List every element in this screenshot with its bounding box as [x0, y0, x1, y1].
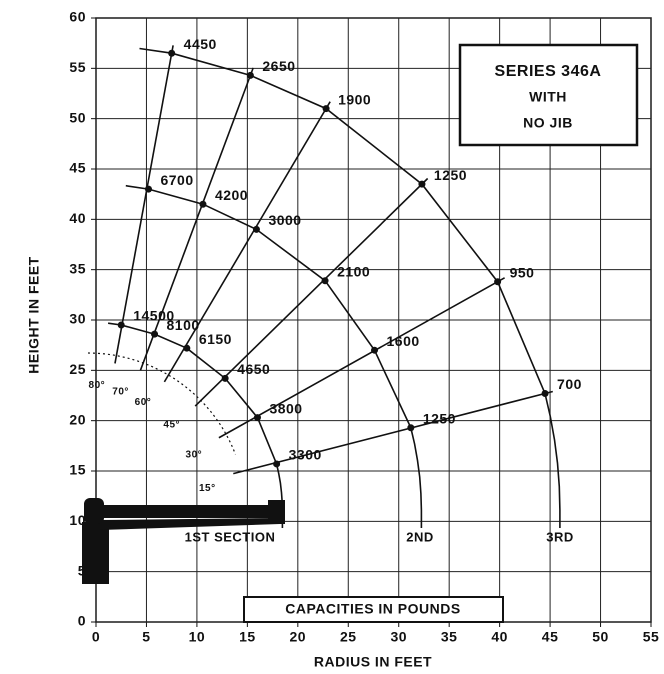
capacity-point	[252, 225, 260, 233]
marks	[87, 45, 561, 528]
chart-title: SERIES 346A	[495, 63, 602, 80]
title-box	[458, 43, 639, 147]
y-tick-label: 15	[69, 462, 86, 478]
angle-label: 45°	[163, 420, 180, 431]
y-tick-label: 25	[69, 361, 86, 377]
y-tick-label: 50	[69, 109, 86, 125]
x-tick-label: 35	[441, 629, 458, 645]
capacity-point	[246, 71, 254, 79]
capacity-point	[371, 346, 379, 354]
angle-label: 15°	[199, 483, 216, 494]
capacity-label: 8100	[167, 317, 200, 333]
capacity-label: 1250	[423, 410, 456, 426]
boom-angle-line	[233, 390, 553, 475]
y-axis-label: HEIGHT IN FEET	[26, 256, 42, 373]
y-tick-label: 30	[69, 311, 86, 327]
capacity-label: 1600	[387, 333, 420, 349]
boom-arc	[139, 47, 561, 528]
capacity-label: 2650	[262, 58, 295, 74]
y-tick-label: 45	[69, 160, 86, 176]
capacity-label: 4200	[215, 187, 248, 203]
y-tick-label: 5	[78, 562, 86, 578]
x-tick-label: 50	[592, 629, 609, 645]
y-tick-label: 10	[69, 512, 86, 528]
capacity-label: 1250	[434, 167, 467, 183]
x-tick-label: 20	[290, 629, 307, 645]
x-tick-label: 30	[390, 629, 407, 645]
boom-angle-line	[139, 67, 254, 371]
inner-arc	[87, 352, 237, 455]
capacity-point	[151, 330, 159, 338]
capacity-label: 950	[510, 264, 535, 280]
x-tick-label: 45	[542, 629, 559, 645]
capacity-label: 2100	[337, 263, 370, 279]
capacity-point	[221, 374, 229, 382]
capacity-point	[407, 424, 415, 432]
x-tick-label: 10	[189, 629, 206, 645]
capacity-point	[321, 277, 329, 285]
boom-angle-line	[218, 277, 505, 439]
angle-label: 60°	[135, 397, 152, 408]
capacity-point	[273, 460, 281, 468]
capacity-label: 3300	[289, 447, 322, 463]
capacity-point	[322, 105, 330, 113]
boom-angle-line	[163, 101, 331, 383]
capacity-point	[183, 344, 191, 352]
section-label: 2ND	[406, 529, 434, 544]
capacity-label: 3000	[268, 212, 301, 228]
crane-boom-tip	[268, 500, 285, 524]
capacity-point	[199, 200, 207, 208]
capacity-label: 6700	[160, 172, 193, 188]
boom-arc	[107, 322, 284, 528]
boom-angle-line	[114, 45, 174, 364]
angle-label: 80°	[89, 380, 106, 391]
x-tick-label: 5	[142, 629, 150, 645]
section-label: 3RD	[546, 529, 574, 544]
capacity-point	[494, 278, 502, 286]
capacity-label: 4450	[184, 36, 217, 52]
y-tick-label: 55	[69, 59, 86, 75]
capacity-label: 3800	[269, 400, 302, 416]
x-tick-label: 25	[340, 629, 357, 645]
capacity-point	[541, 389, 549, 397]
capacity-label: 4650	[237, 361, 270, 377]
boom-arc	[125, 184, 423, 528]
angle-label: 70°	[112, 386, 129, 397]
capacity-point	[168, 49, 176, 57]
y-tick-label: 0	[78, 613, 86, 629]
x-tick-label: 15	[239, 629, 256, 645]
boom-angle-line	[194, 177, 429, 407]
x-axis-label: RADIUS IN FEET	[314, 654, 432, 670]
crane-base	[82, 522, 109, 584]
y-tick-label: 60	[69, 9, 86, 25]
x-tick-label: 55	[643, 629, 660, 645]
caption-box	[243, 596, 504, 623]
y-tick-label: 40	[69, 210, 86, 226]
chart-subtitle: WITH	[529, 89, 567, 105]
y-tick-label: 20	[69, 411, 86, 427]
angle-label: 30°	[186, 449, 203, 460]
section-label: 1ST SECTION	[185, 529, 276, 544]
capacity-point	[418, 180, 426, 188]
y-tick-label: 35	[69, 260, 86, 276]
capacity-label: 6150	[199, 331, 232, 347]
caption: CAPACITIES IN POUNDS	[285, 601, 460, 617]
x-tick-label: 0	[92, 629, 100, 645]
capacity-point	[144, 185, 152, 193]
capacity-label: 1900	[338, 91, 371, 107]
crane-boom	[92, 505, 285, 518]
capacity-point	[117, 321, 125, 329]
capacity-label: 700	[557, 376, 582, 392]
chart-subtitle: NO JIB	[523, 115, 573, 131]
crane-boom-lower	[100, 518, 280, 530]
capacity-label: 14500	[133, 308, 174, 324]
capacity-point	[253, 414, 261, 422]
x-tick-label: 40	[491, 629, 508, 645]
